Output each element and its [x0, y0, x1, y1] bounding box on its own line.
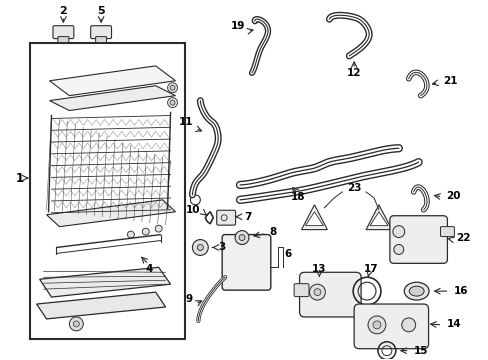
Text: 8: 8 [269, 226, 277, 237]
Circle shape [73, 321, 79, 327]
Circle shape [401, 318, 415, 332]
FancyBboxPatch shape [216, 210, 235, 225]
FancyBboxPatch shape [389, 216, 447, 264]
Circle shape [239, 235, 244, 240]
Text: 23: 23 [346, 183, 361, 193]
Text: 13: 13 [311, 264, 326, 274]
Text: 5: 5 [97, 6, 105, 16]
Circle shape [170, 100, 175, 105]
Text: 21: 21 [443, 76, 457, 86]
Circle shape [393, 244, 403, 255]
Circle shape [167, 98, 177, 108]
Polygon shape [366, 205, 391, 230]
Text: 3: 3 [218, 243, 225, 252]
Polygon shape [46, 200, 175, 227]
Polygon shape [40, 267, 170, 297]
Circle shape [197, 244, 203, 251]
FancyBboxPatch shape [90, 26, 111, 39]
Circle shape [142, 228, 149, 235]
Text: 20: 20 [446, 191, 460, 201]
FancyBboxPatch shape [58, 37, 69, 42]
Polygon shape [301, 205, 326, 230]
Text: 18: 18 [290, 192, 304, 202]
Circle shape [309, 284, 325, 300]
FancyBboxPatch shape [222, 235, 270, 290]
Text: 7: 7 [244, 212, 251, 222]
Circle shape [69, 317, 83, 331]
Text: 16: 16 [452, 286, 467, 296]
Polygon shape [369, 212, 387, 226]
Circle shape [367, 316, 385, 334]
Text: 22: 22 [455, 233, 470, 243]
FancyBboxPatch shape [353, 304, 427, 349]
Polygon shape [49, 86, 175, 111]
FancyBboxPatch shape [96, 37, 106, 42]
Text: 2: 2 [60, 6, 67, 16]
Ellipse shape [404, 282, 428, 300]
Ellipse shape [408, 286, 423, 296]
Circle shape [127, 231, 134, 238]
Circle shape [313, 289, 320, 296]
Text: 12: 12 [346, 68, 361, 78]
Text: 4: 4 [145, 264, 152, 274]
Circle shape [167, 83, 177, 93]
Circle shape [372, 321, 380, 329]
Text: 15: 15 [413, 346, 427, 356]
Text: 11: 11 [179, 117, 193, 127]
Circle shape [235, 231, 248, 244]
FancyBboxPatch shape [293, 284, 308, 297]
Circle shape [170, 85, 175, 90]
Bar [30, 43, 185, 339]
Text: 14: 14 [446, 319, 460, 329]
Text: 1: 1 [16, 171, 24, 185]
Circle shape [155, 225, 162, 232]
Circle shape [192, 239, 208, 255]
Text: 17: 17 [363, 264, 378, 274]
Text: 19: 19 [230, 21, 244, 31]
Polygon shape [49, 66, 175, 96]
FancyBboxPatch shape [440, 227, 453, 237]
Polygon shape [37, 292, 165, 319]
Text: 6: 6 [284, 249, 291, 260]
FancyBboxPatch shape [53, 26, 74, 39]
Text: 10: 10 [185, 205, 200, 215]
Polygon shape [305, 212, 323, 226]
FancyBboxPatch shape [299, 272, 360, 317]
Text: 9: 9 [185, 294, 192, 304]
Circle shape [392, 226, 404, 238]
